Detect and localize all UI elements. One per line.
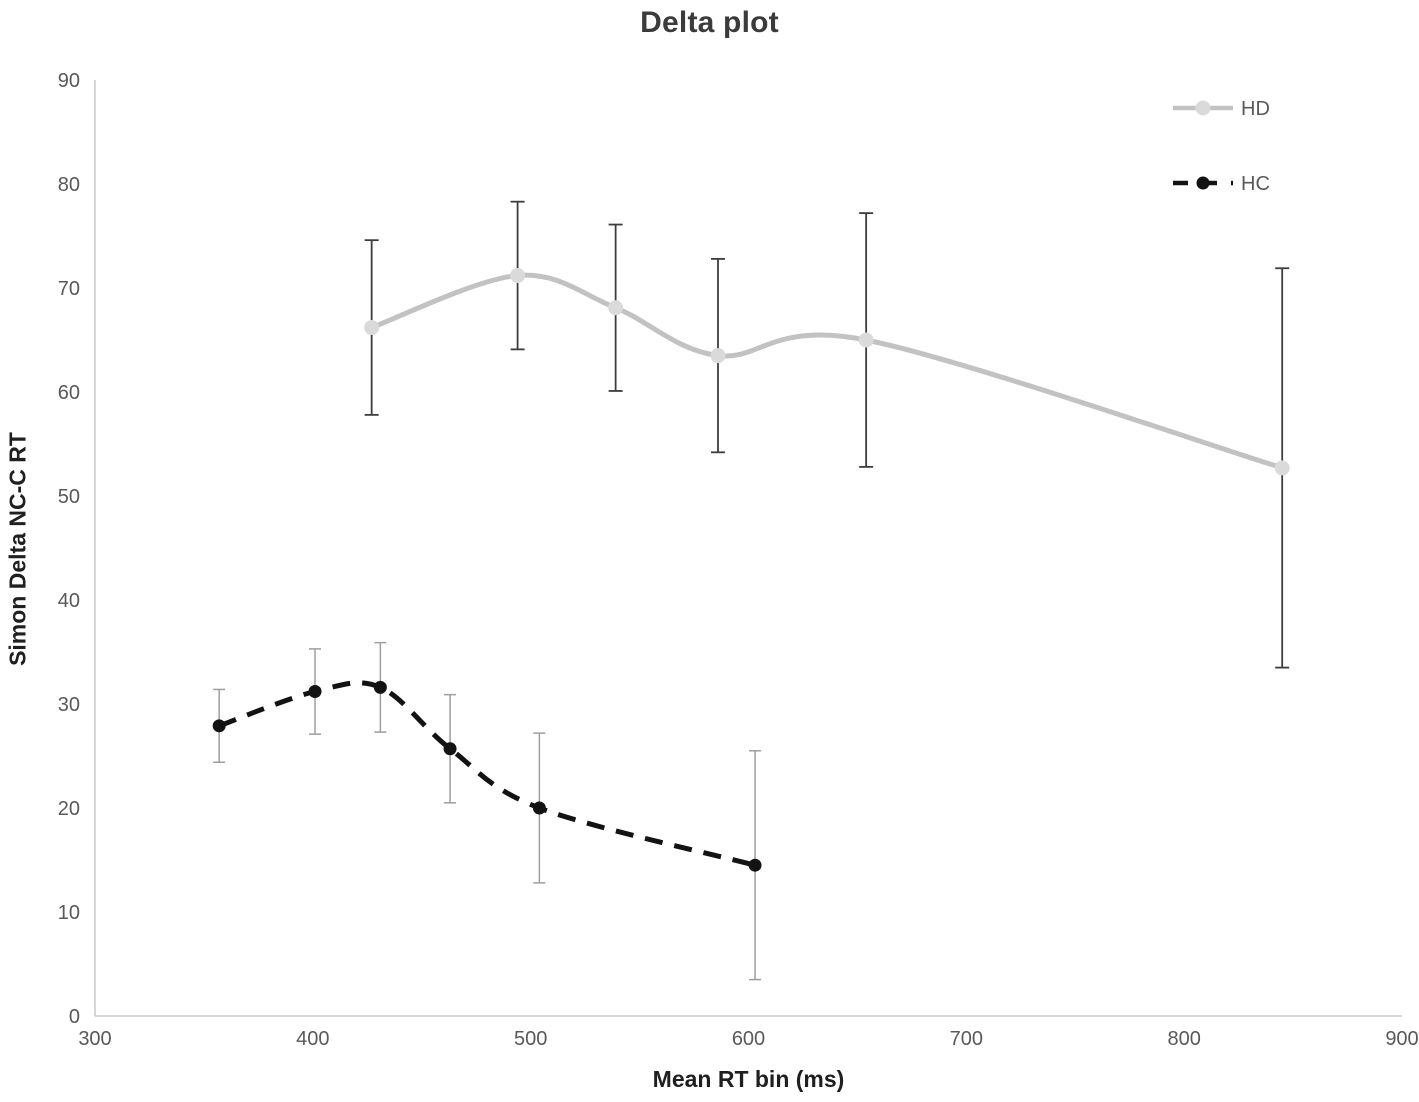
y-tick-label: 60 <box>58 382 80 404</box>
legend-hd-label: HD <box>1241 98 1270 120</box>
x-tick-label: 700 <box>950 1028 983 1050</box>
hc-data-point-marker <box>212 719 226 733</box>
y-tick-label: 0 <box>69 1006 80 1028</box>
hd-data-point-marker <box>1274 460 1290 476</box>
y-tick-label: 10 <box>58 902 80 924</box>
y-tick-label: 30 <box>58 694 80 716</box>
y-tick-label: 20 <box>58 798 80 820</box>
hd-data-point-marker <box>510 268 526 284</box>
legend-hc-marker <box>1196 176 1210 190</box>
y-tick-label: 50 <box>58 486 80 508</box>
hd-data-point-marker <box>858 332 874 348</box>
hc-data-point-marker <box>748 858 762 872</box>
y-tick-label: 40 <box>58 590 80 612</box>
hd-data-point-marker <box>364 320 380 336</box>
y-tick-label: 90 <box>58 70 80 92</box>
hc-data-point-marker <box>532 801 546 815</box>
legend-hc-label: HC <box>1241 173 1270 195</box>
x-tick-label: 500 <box>514 1028 547 1050</box>
x-tick-label: 900 <box>1385 1028 1418 1050</box>
x-tick-label: 600 <box>732 1028 765 1050</box>
hc-series-line <box>218 680 756 868</box>
chart-title: Delta plot <box>640 6 779 39</box>
y-axis-title: Simon Delta NC-C RT <box>4 432 31 666</box>
x-tick-label: 400 <box>296 1028 329 1050</box>
legend-hd-marker <box>1195 100 1211 116</box>
y-tick-label: 80 <box>58 174 80 196</box>
x-tick-label: 800 <box>1167 1028 1200 1050</box>
hd-series-line <box>370 272 1283 471</box>
hd-data-point-marker <box>710 348 726 364</box>
x-tick-label: 300 <box>78 1028 111 1050</box>
x-axis-title: Mean RT bin (ms) <box>652 1066 845 1092</box>
hc-data-point-marker <box>308 685 322 699</box>
hc-data-point-marker <box>373 680 387 694</box>
hd-data-point-marker <box>608 300 624 316</box>
hc-data-point-marker <box>443 742 457 756</box>
y-tick-label: 70 <box>58 278 80 300</box>
